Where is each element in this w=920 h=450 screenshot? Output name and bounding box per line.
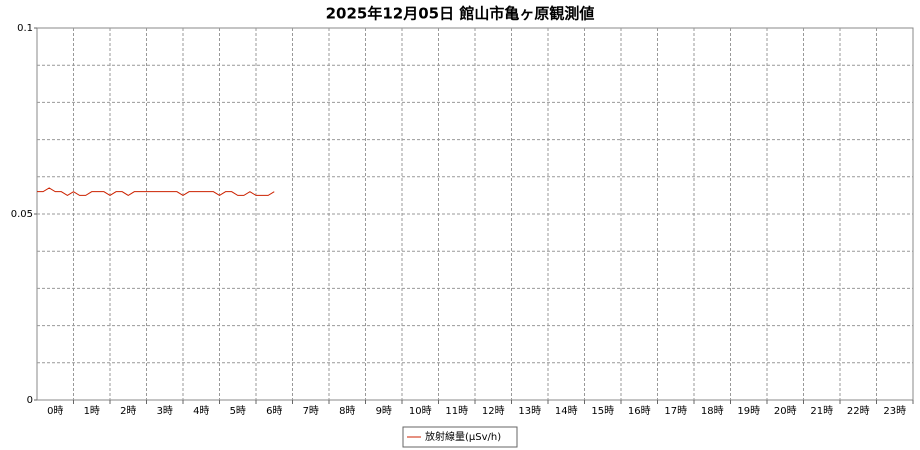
x-tick-label: 13時 [518,405,541,417]
x-tick-label: 2時 [120,405,136,417]
x-tick-label: 21時 [810,405,833,417]
legend-box [402,426,518,448]
x-tick-label: 3時 [157,405,173,417]
y-tick-label: 0 [27,395,33,406]
y-tick-label: 0.05 [11,209,33,220]
x-tick-label: 23時 [883,405,906,417]
chart-title: 2025年12月05日 館山市亀ヶ原観測値 [326,5,595,23]
data-line [37,187,275,196]
x-tick-label: 4時 [193,405,209,417]
x-tick-label: 20時 [774,405,797,417]
legend-label: 放射線量(μSv/h) [425,430,501,443]
x-tick-label: 10時 [409,405,432,417]
x-tick-label: 15時 [591,405,614,417]
x-tick-label: 0時 [47,405,63,417]
x-tick-label: 16時 [628,405,651,417]
y-tick-label: 0.1 [17,23,33,34]
x-tick-label: 7時 [303,405,319,417]
x-tick-label: 6時 [266,405,282,417]
x-tick-label: 18時 [701,405,724,417]
x-tick-label: 17時 [664,405,687,417]
x-tick-label: 5時 [230,405,246,417]
x-tick-label: 12時 [482,405,505,417]
x-tick-label: 11時 [445,405,468,417]
x-tick-label: 8時 [339,405,355,417]
x-tick-label: 14時 [555,405,578,417]
x-tick-label: 22時 [847,405,870,417]
x-tick-label: 19時 [737,405,760,417]
x-tick-label: 1時 [84,405,100,417]
x-tick-label: 9時 [376,405,392,417]
